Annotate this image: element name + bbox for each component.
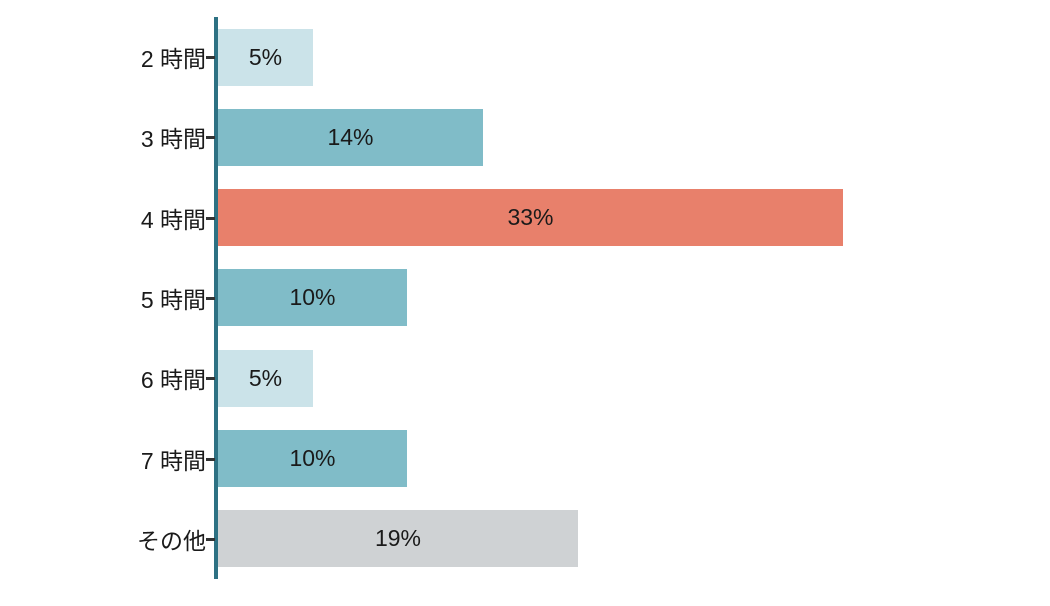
bar: 33%: [218, 189, 843, 247]
bar: 10%: [218, 269, 407, 327]
category-label: 2 時間: [140, 46, 206, 73]
y-axis-line: [214, 17, 218, 579]
bar: 5%: [218, 28, 313, 86]
bar-row: 33%: [218, 178, 1050, 258]
axis-tick: [206, 297, 215, 300]
bar: 14%: [218, 108, 483, 166]
bar-row: 14%: [218, 97, 1050, 177]
bar-value-label: 5%: [248, 43, 283, 70]
bar: 5%: [218, 349, 313, 407]
bar-value-label: 14%: [327, 123, 374, 150]
axis-tick: [206, 216, 215, 220]
axis-tick: [206, 56, 215, 60]
bar: 19%: [218, 510, 578, 568]
axis-tick: [206, 136, 215, 140]
bar: 10%: [218, 430, 407, 488]
category-label: 5 時間: [140, 286, 206, 313]
axis-tick: [206, 377, 215, 381]
bar-row: 10%: [218, 418, 1050, 498]
plot-area: 5% 14% 33% 10% 5% 10% 19%: [218, 17, 1050, 579]
category-label: その他: [137, 527, 206, 554]
bar-row: 10%: [218, 258, 1050, 338]
bar-row: 19%: [218, 499, 1050, 579]
bar-row: 5%: [218, 338, 1050, 418]
bar-value-label: 19%: [374, 525, 422, 552]
bar-value-label: 10%: [289, 445, 336, 472]
axis-tick: [206, 457, 215, 461]
category-label: 4 時間: [140, 206, 206, 233]
category-label: 3 時間: [140, 126, 206, 153]
axis-tick: [206, 537, 215, 541]
category-label: 7 時間: [140, 447, 206, 474]
category-labels: 2 時間 3 時間 4 時間 5 時間 6 時間 7 時間その他: [0, 17, 206, 579]
bar-value-label: 5%: [248, 364, 283, 391]
bar-value-label: 10%: [289, 284, 336, 311]
bar-value-label: 33%: [507, 204, 554, 231]
category-label: 6 時間: [140, 367, 206, 394]
bar-row: 5%: [218, 17, 1050, 97]
